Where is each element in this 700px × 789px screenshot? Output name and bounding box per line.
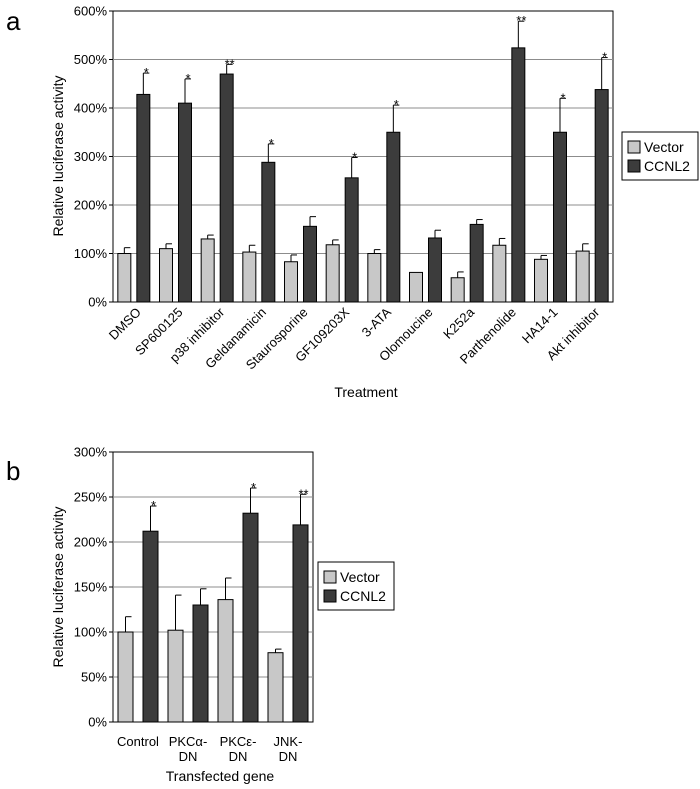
bar-ccnl2: [428, 237, 442, 303]
y-tick-label: 200%: [74, 198, 108, 213]
x-tick-label: DN: [179, 749, 198, 764]
legend-label-vector-a: Vector: [644, 139, 684, 155]
gridlines-a: [109, 10, 613, 303]
y-tick-label: 500%: [74, 52, 108, 67]
y-axis-title-a: Relative luciferase activity: [50, 75, 66, 236]
bar-ccnl2: [469, 223, 484, 303]
error-bars-b: [125, 487, 307, 653]
bar-ccnl2: [142, 530, 159, 723]
bars-a: [117, 47, 609, 303]
bar-ccnl2: [344, 177, 359, 303]
legend-label-ccnl2-a: CCNL2: [644, 158, 690, 174]
significance-marker: *: [185, 71, 190, 86]
significance-marker: *: [394, 97, 399, 112]
bar-ccnl2: [192, 604, 209, 723]
y-tick-labels-a: 0% 100% 200% 300% 400% 500% 600%: [74, 4, 108, 310]
y-tick-label: 100%: [74, 625, 108, 640]
bar-vector: [117, 253, 132, 303]
y-tick-label: 50%: [81, 670, 107, 685]
y-tick-label: 100%: [74, 246, 108, 261]
bar-vector: [284, 261, 298, 303]
bar-vector: [200, 238, 215, 303]
bar-ccnl2: [242, 512, 259, 723]
bar-vector: [450, 277, 465, 303]
bar-vector: [575, 250, 590, 303]
x-tick-label: DMSO: [106, 305, 144, 343]
bar-vector: [267, 652, 284, 723]
chart-panel-b: b 0%50%100%150%200%250%300% ** ** Control…: [6, 445, 395, 784]
bar-ccnl2: [292, 524, 309, 723]
bar-ccnl2: [386, 131, 401, 303]
legend-swatch-ccnl2-a: [627, 159, 641, 173]
significance-marker: *: [602, 50, 607, 65]
bar-vector: [167, 629, 184, 723]
chart-panel-a: a 0%100%200%300%400%500%600% * **********…: [6, 4, 699, 400]
bar-vector: [492, 244, 507, 303]
significance-marker: *: [144, 65, 149, 80]
x-tick-label: DN: [229, 749, 248, 764]
x-tick-label: HA14-1: [519, 305, 561, 347]
x-tick-label: Control: [117, 734, 159, 749]
y-axis-title-b: Relative luciferase activity: [50, 506, 66, 667]
bar-vector: [367, 253, 382, 303]
significance-marker: *: [251, 480, 256, 495]
bars-b: [117, 512, 309, 723]
bar-ccnl2: [219, 73, 234, 303]
x-tick-label: 3-ATA: [359, 304, 395, 340]
y-tick-label: 300%: [74, 149, 108, 164]
y-tick-label: 200%: [74, 535, 108, 550]
significance-marker: *: [269, 136, 274, 151]
bar-vector: [534, 258, 548, 303]
y-tick-label: 400%: [74, 101, 108, 116]
significance-marker: **: [298, 486, 308, 501]
bar-ccnl2: [178, 102, 192, 303]
bar-ccnl2: [553, 131, 567, 303]
bar-vector: [117, 631, 134, 723]
bar-vector: [409, 271, 423, 303]
bar-vector: [159, 248, 173, 303]
y-tick-label: 0%: [88, 295, 107, 310]
bar-ccnl2: [303, 225, 317, 303]
panel-label-a: a: [6, 6, 21, 36]
significance-marker: *: [151, 498, 156, 513]
legend-swatch-vector-b: [323, 570, 337, 584]
significance-markers-b: ** **: [151, 480, 309, 513]
legend-b: Vector CCNL2: [317, 561, 395, 611]
x-tick-label: JNK-: [274, 734, 303, 749]
bar-vector: [242, 251, 257, 303]
panel-label-b: b: [6, 456, 20, 486]
x-tick-label: PKCα-: [169, 734, 208, 749]
legend-a: Vector CCNL2: [621, 131, 699, 181]
y-tick-label: 300%: [74, 445, 108, 460]
error-bars-a: [123, 20, 608, 278]
significance-markers-a: * **********: [144, 13, 607, 164]
bar-ccnl2: [594, 89, 609, 303]
y-tick-label: 600%: [74, 4, 108, 19]
legend-label-vector-b: Vector: [340, 569, 380, 585]
significance-marker: **: [516, 13, 526, 28]
significance-marker: **: [225, 56, 235, 71]
legend-swatch-vector-a: [627, 140, 641, 154]
significance-marker: *: [560, 90, 565, 105]
x-axis-title-a: Treatment: [334, 384, 397, 400]
y-tick-label: 250%: [74, 490, 108, 505]
y-tick-label: 150%: [74, 580, 108, 595]
y-tick-labels-b: 0% 50% 100% 150% 200% 250% 300%: [74, 445, 108, 730]
bar-vector: [217, 599, 234, 723]
y-tick-label: 0%: [88, 715, 107, 730]
bar-vector: [325, 244, 340, 303]
legend-swatch-ccnl2-b: [323, 589, 337, 603]
bar-ccnl2: [261, 161, 276, 303]
significance-marker: *: [352, 149, 357, 164]
x-tick-label: PKCε-: [220, 734, 257, 749]
x-axis-title-b: Transfected gene: [166, 768, 275, 784]
x-tick-label: DN: [279, 749, 298, 764]
legend-label-ccnl2-b: CCNL2: [340, 588, 386, 604]
x-tick-label: K252a: [440, 304, 478, 342]
bar-ccnl2: [511, 47, 526, 303]
bar-ccnl2: [136, 93, 151, 303]
